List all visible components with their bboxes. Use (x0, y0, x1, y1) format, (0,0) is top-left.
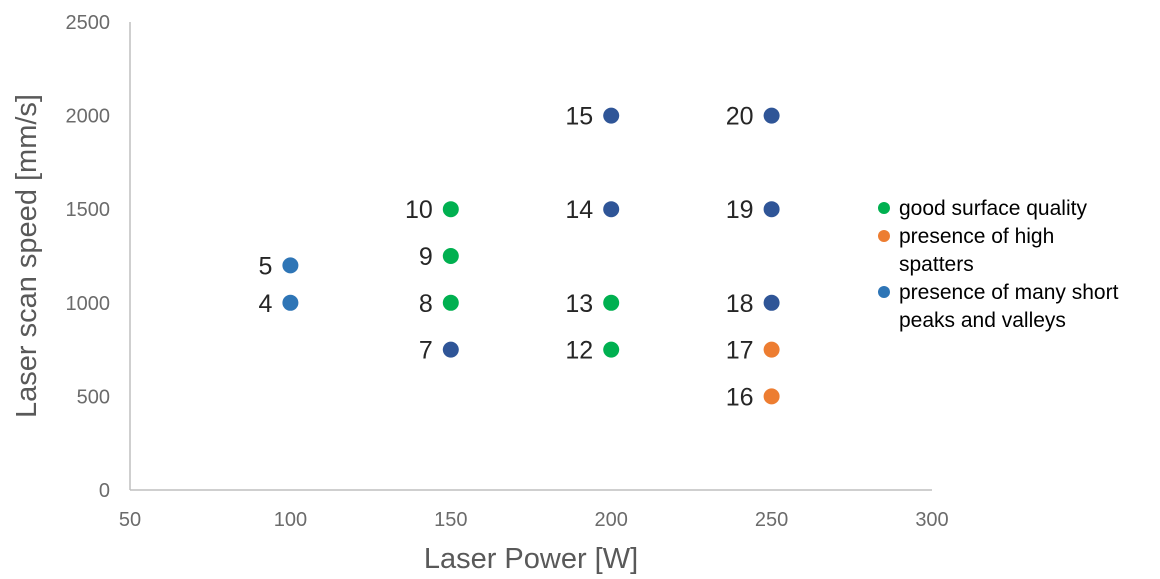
data-point (603, 201, 620, 218)
data-point (763, 107, 780, 124)
data-point-label: 7 (419, 337, 433, 365)
data-point (442, 341, 459, 358)
data-point-label: 14 (565, 196, 593, 224)
data-point-label: 9 (419, 243, 433, 271)
y-tick-label: 1500 (66, 199, 111, 221)
data-point (282, 294, 299, 311)
legend: good surface quality presence of high spat… (878, 197, 1119, 332)
legend-entry: presence of high spatters (878, 225, 1054, 276)
data-point (603, 294, 620, 311)
data-point-label: 16 (726, 383, 754, 411)
legend-label: good surface quality (899, 197, 1087, 220)
data-point-label: 19 (726, 196, 754, 224)
data-points (282, 107, 780, 405)
x-tick-label: 100 (274, 509, 307, 531)
x-tick-label: 200 (595, 509, 628, 531)
y-tick-label: 2500 (66, 12, 111, 34)
x-tick-label: 150 (434, 509, 467, 531)
data-point-label: 20 (726, 103, 754, 131)
data-point (282, 257, 299, 274)
legend-entry: presence of many short peaks and valleys (878, 281, 1119, 332)
y-axis-title: Laser scan speed [mm/s] (11, 94, 43, 418)
data-point (442, 248, 459, 264)
legend-marker (878, 202, 890, 214)
data-point (603, 341, 620, 358)
y-tick-label: 0 (99, 480, 110, 502)
y-tick-label: 2000 (66, 106, 111, 128)
axes (129, 22, 932, 491)
x-tick-label: 50 (119, 509, 141, 531)
data-point (603, 107, 620, 124)
data-point (763, 341, 780, 358)
data-point-label: 12 (565, 337, 593, 365)
legend-label: presence of high spatters (899, 225, 1054, 276)
data-point-label: 13 (565, 290, 593, 318)
data-point (763, 294, 780, 311)
legend-marker (878, 286, 890, 298)
legend-label: presence of many short peaks and valleys (899, 281, 1119, 332)
data-point (763, 388, 780, 405)
data-point-label: 18 (726, 290, 754, 318)
data-point-label: 5 (258, 252, 272, 280)
y-tick-labels: 0 500 1000 1500 2000 2500 (66, 12, 111, 502)
legend-entry: good surface quality (878, 197, 1087, 220)
y-tick-label: 500 (77, 386, 110, 408)
y-tick-label: 1000 (66, 293, 111, 315)
data-point-label: 8 (419, 290, 433, 318)
x-axis-title: Laser Power [W] (424, 543, 638, 575)
data-point (442, 201, 459, 218)
x-tick-label: 300 (915, 509, 948, 531)
x-tick-label: 250 (755, 509, 788, 531)
data-point-label: 4 (258, 290, 272, 318)
data-point (763, 201, 780, 218)
x-tick-labels: 50 100 150 200 250 300 (119, 509, 949, 531)
data-point-label: 10 (405, 196, 433, 224)
data-point-label: 15 (565, 103, 593, 131)
legend-marker (878, 230, 890, 242)
data-point-labels: 8 9 10 12 13 16 17 4 5 7 14 15 18 19 20 (258, 103, 753, 412)
data-point-label: 17 (726, 337, 754, 365)
data-point (442, 294, 459, 311)
